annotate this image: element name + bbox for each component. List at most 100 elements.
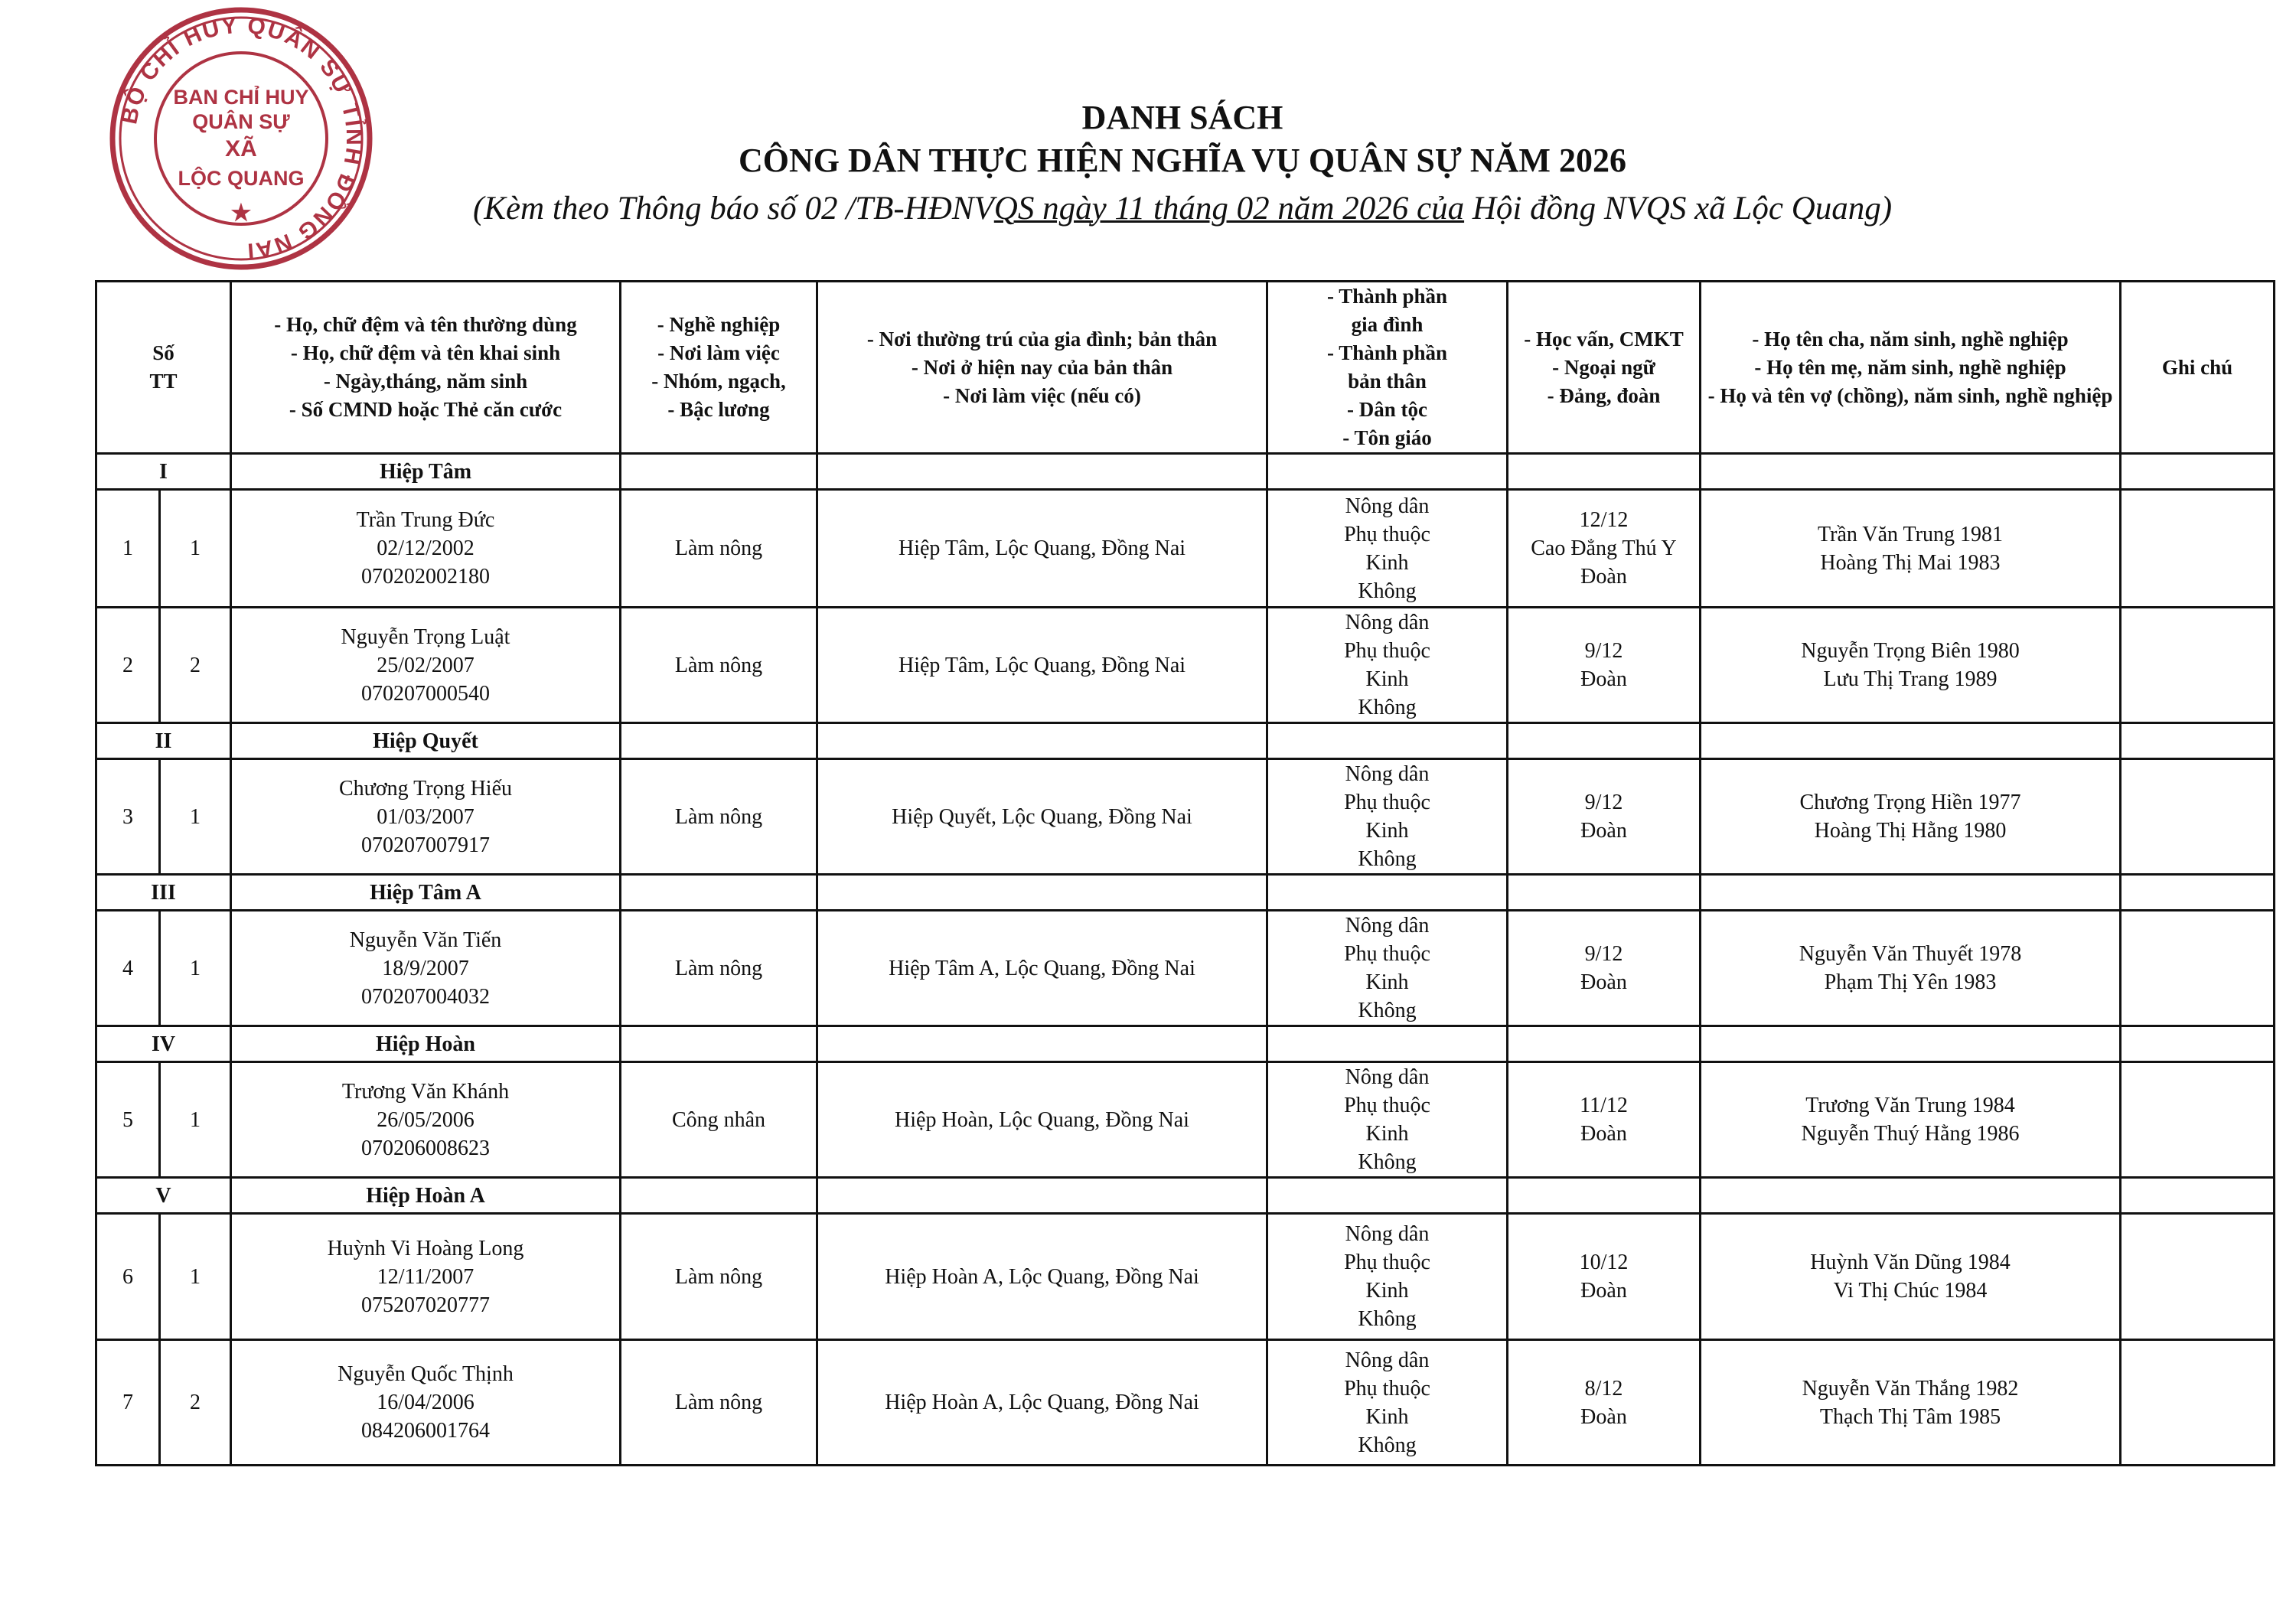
section-row: I Hiệp Tâm — [95, 452, 2275, 491]
cell-line: 9/12 — [1584, 791, 1623, 814]
cell-line: 8/12 — [1584, 1376, 1623, 1401]
cell-line: Đoàn — [1580, 1122, 1627, 1146]
cell-line: - Bậc lương — [667, 398, 770, 421]
cell-line: Kinh — [1365, 970, 1409, 994]
cell-line: - Dân tộc — [1347, 398, 1427, 421]
cell-line: Nông dân — [1345, 762, 1430, 786]
section-name: Hiệp Hoàn — [230, 1025, 621, 1063]
stamp-inner-line: BAN CHỈ HUY — [173, 84, 308, 109]
section-name: Hiệp Quyết — [230, 722, 621, 760]
empty-cell — [1506, 452, 1701, 491]
cell-line: - Nghề nghiệp — [657, 313, 781, 336]
address-cell: Hiệp Tâm, Lộc Quang, Đồng Nai — [816, 488, 1268, 608]
cell-line: - Tôn giáo — [1342, 426, 1432, 449]
education-cell: 8/12 Đoàn — [1506, 1339, 1701, 1466]
cell-line: Đoàn — [1580, 565, 1627, 589]
cell-line: - Nhóm, ngạch, — [651, 370, 786, 393]
person-info-cell: Trần Trung Đức 02/12/2002 070202002180 — [230, 488, 621, 608]
cell-line: Nguyễn Quốc Thịnh — [338, 1362, 514, 1386]
cell-line: - Ngày,tháng, năm sinh — [323, 370, 528, 393]
background-cell: Nông dân Phụ thuộc Kinh Không — [1266, 1061, 1508, 1179]
cell-line: Huỳnh Văn Dũng 1984 — [1810, 1251, 2011, 1274]
cell-line: Trương Văn Trung 1984 — [1805, 1094, 2015, 1117]
section-row: II Hiệp Quyết — [95, 722, 2275, 760]
cell-line: Trương Văn Khánh — [341, 1079, 510, 1104]
cell-line: Không — [1358, 696, 1417, 719]
empty-cell — [1699, 1176, 2122, 1215]
cell-line: Phạm Thị Yên 1983 — [1824, 970, 1997, 994]
cell-line: Huỳnh Vi Hoàng Long — [327, 1236, 524, 1260]
empty-cell — [816, 722, 1268, 760]
cell-line: 070202002180 — [361, 565, 490, 589]
occupation-cell: Làm nông — [619, 909, 818, 1027]
note-cell — [2119, 909, 2275, 1027]
cell-line: TT — [149, 370, 178, 393]
cell-line: 075207020777 — [361, 1293, 490, 1317]
education-cell: 9/12 Đoàn — [1506, 909, 1701, 1027]
empty-cell — [816, 1176, 1268, 1215]
address-cell: Hiệp Quyết, Lộc Quang, Đồng Nai — [816, 758, 1268, 876]
person-info-cell: Nguyễn Trọng Luật 25/02/2007 070207000540 — [230, 606, 621, 724]
empty-cell — [619, 722, 818, 760]
cell-line: - Nơi làm việc (nếu có) — [943, 383, 1141, 407]
empty-cell — [619, 1176, 818, 1215]
cell-line: Vi Thị Chúc 1984 — [1833, 1279, 1988, 1303]
empty-cell — [816, 1025, 1268, 1063]
cell-line: Kinh — [1365, 550, 1409, 575]
row-sub-number: 1 — [158, 1061, 232, 1179]
table-header-row: Số TT - Họ, chữ đệm và tên thường dùng - Họ… — [95, 280, 2275, 455]
section-row: IV Hiệp Hoàn — [95, 1025, 2275, 1063]
empty-cell — [1266, 1025, 1508, 1063]
cell-line: Nông dân — [1345, 494, 1430, 518]
empty-cell — [1699, 452, 2122, 491]
row-number: 1 — [95, 488, 161, 608]
occupation-cell: Làm nông — [619, 1212, 818, 1341]
cell-line: Đoàn — [1580, 1279, 1627, 1303]
column-header: - Nơi thường trú của gia đình; bản thân -… — [816, 280, 1268, 455]
row-number: 5 — [95, 1061, 161, 1179]
column-header: - Họ, chữ đệm và tên thường dùng - Họ, ch… — [230, 280, 621, 455]
cell-line: Ghi chú — [2161, 355, 2233, 379]
column-header: - Nghề nghiệp - Nơi làm việc - Nhóm, ngạch… — [619, 280, 818, 455]
cell-line: - Họ tên mẹ, năm sinh, nghề nghiệp — [1754, 355, 2066, 379]
cell-line: Cao Đẳng Thú Y — [1531, 536, 1677, 560]
cell-line: Không — [1358, 1150, 1417, 1174]
background-cell: Nông dân Phụ thuộc Kinh Không — [1266, 909, 1508, 1027]
table-row: 3 1 Chương Trọng Hiếu 01/03/2007 07020700791… — [95, 758, 2275, 876]
official-seal-stamp: BỘ CHỈ HUY QUÂN SỰ TỈNH ĐỒNG NAI BAN CHỈ… — [109, 7, 373, 270]
empty-cell — [1699, 873, 2122, 911]
cell-line: Nông dân — [1345, 611, 1430, 634]
address-cell: Hiệp Hoàn A, Lộc Quang, Đồng Nai — [816, 1339, 1268, 1466]
cell-line: 070207004032 — [361, 984, 490, 1009]
row-number: 3 — [95, 758, 161, 876]
row-sub-number: 1 — [158, 488, 232, 608]
cell-line: Không — [1358, 579, 1417, 603]
section-name: Hiệp Tâm — [230, 452, 621, 491]
cell-line: 070206008623 — [361, 1136, 490, 1160]
note-cell — [2119, 1339, 2275, 1466]
row-number: 2 — [95, 606, 161, 724]
cell-line: Lưu Thị Trang 1989 — [1823, 667, 1998, 691]
empty-cell — [2119, 873, 2275, 911]
address-cell: Hiệp Tâm A, Lộc Quang, Đồng Nai — [816, 909, 1268, 1027]
stamp-inner-line: LỘC QUANG — [178, 166, 305, 190]
empty-cell — [2119, 1025, 2275, 1063]
cell-line: 26/05/2006 — [377, 1107, 475, 1132]
cell-line: bản thân — [1348, 370, 1427, 393]
person-info-cell: Chương Trọng Hiếu 01/03/2007 070207007917 — [230, 758, 621, 876]
note-cell — [2119, 1061, 2275, 1179]
column-header: Số TT — [95, 280, 232, 455]
empty-cell — [2119, 452, 2275, 491]
cell-line: 18/9/2007 — [382, 956, 469, 980]
cell-line: - Họ tên cha, năm sinh, nghề nghiệp — [1752, 327, 2069, 351]
section-row: III Hiệp Tâm A — [95, 873, 2275, 911]
empty-cell — [1266, 722, 1508, 760]
cell-line: Hoàng Thị Mai 1983 — [1820, 550, 2001, 575]
column-header: - Họ tên cha, năm sinh, nghề nghiệp - Họ … — [1699, 280, 2122, 455]
cell-line: - Thành phần — [1326, 285, 1448, 308]
person-info-cell: Huỳnh Vi Hoàng Long 12/11/2007 07520702077… — [230, 1212, 621, 1341]
stamp-star-icon: ★ — [231, 201, 252, 226]
cell-line: Không — [1358, 1433, 1417, 1457]
cell-line: - Họ, chữ đệm và tên thường dùng — [274, 313, 577, 336]
background-cell: Nông dân Phụ thuộc Kinh Không — [1266, 758, 1508, 876]
